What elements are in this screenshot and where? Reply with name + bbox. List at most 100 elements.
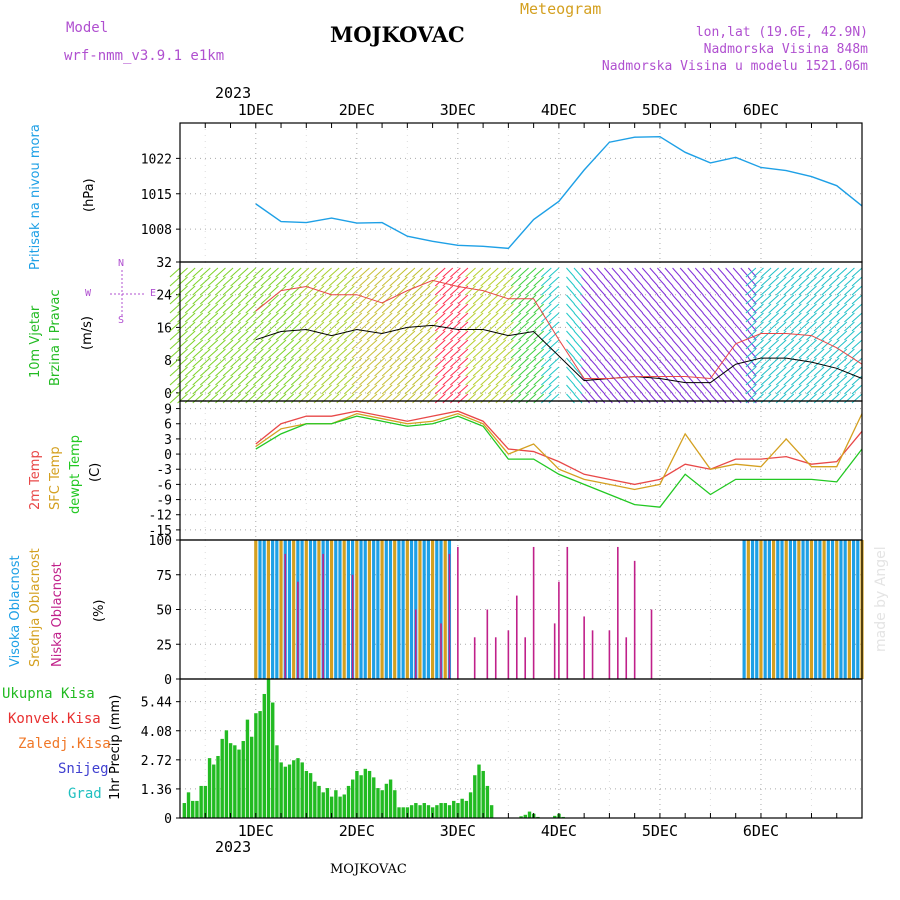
wind-barb xyxy=(487,321,499,332)
wind-barb xyxy=(389,366,401,377)
wind-barb xyxy=(732,294,742,305)
wind-barb xyxy=(725,312,734,323)
wind-barb xyxy=(237,312,249,323)
wind-barb xyxy=(351,303,363,314)
wind-barb xyxy=(821,339,833,350)
wind-barb xyxy=(717,312,727,323)
cloud-bar-low xyxy=(297,581,299,679)
wind-barb xyxy=(510,294,522,305)
wind-barb xyxy=(480,375,492,386)
wind-barb xyxy=(540,285,552,296)
precip-bar xyxy=(199,785,203,818)
wind-barb xyxy=(412,285,423,296)
wind-barb xyxy=(791,267,802,278)
wind-barb xyxy=(290,303,302,314)
wind-barb xyxy=(806,285,817,296)
wind-barb xyxy=(626,375,636,386)
wind-barb xyxy=(725,375,734,386)
precip-bar xyxy=(321,792,325,818)
wind-barb xyxy=(649,384,659,395)
y-tick-label: 25 xyxy=(156,638,172,653)
wind-barb xyxy=(336,375,348,386)
wind-barb xyxy=(760,285,772,296)
wind-barb xyxy=(260,375,272,386)
wind-barb xyxy=(275,321,287,332)
wind-barb xyxy=(169,321,181,332)
wind-barb xyxy=(343,384,355,395)
wind-barb xyxy=(192,321,204,332)
wind-barb xyxy=(434,375,446,386)
cloud-bar-high xyxy=(755,540,759,679)
wind-barb xyxy=(753,285,764,296)
wind-barb xyxy=(664,285,674,296)
wind-barb xyxy=(540,366,552,377)
wind-barb xyxy=(275,357,287,368)
wind-barb xyxy=(184,321,196,332)
wind-barb xyxy=(844,339,855,350)
y-tick-label: -12 xyxy=(149,509,172,524)
wind-barb xyxy=(641,339,651,350)
wind-barb xyxy=(518,384,529,395)
wind-barb xyxy=(566,375,575,386)
product-title: Meteogram xyxy=(520,0,602,18)
cloud-bar-high xyxy=(814,540,818,679)
wind-barb xyxy=(725,357,734,368)
wind-barb xyxy=(745,267,757,278)
wind-barb xyxy=(518,357,529,368)
wind-barb xyxy=(245,384,257,395)
wind-barb xyxy=(268,276,279,287)
wind-barb xyxy=(472,267,484,278)
wind-barb xyxy=(783,366,795,377)
wind-barb xyxy=(657,384,666,395)
wind-barb xyxy=(798,375,810,386)
wind-barb xyxy=(672,312,681,323)
wind-barb xyxy=(396,303,408,314)
precip-bar xyxy=(393,790,397,818)
wind-barb xyxy=(548,276,560,287)
wind-barb xyxy=(525,366,537,377)
wind-barb xyxy=(306,366,317,377)
wind-barb xyxy=(694,366,704,377)
wind-barb xyxy=(821,276,833,287)
wind-barb xyxy=(434,339,446,350)
day-label-top-1: 2DEC xyxy=(339,101,375,119)
wind-barb xyxy=(298,294,310,305)
precip-bar xyxy=(439,803,443,818)
wind-barb xyxy=(313,375,325,386)
wind-barb xyxy=(260,366,272,377)
wind-barb xyxy=(687,294,697,305)
precip-bar xyxy=(388,779,393,818)
wind-barb xyxy=(828,285,840,296)
wind-barb xyxy=(230,375,241,386)
wind-barb xyxy=(775,294,787,305)
wind-barb xyxy=(343,330,355,341)
wind-barb xyxy=(844,294,855,305)
wind-barb xyxy=(480,312,492,323)
wind-barb xyxy=(343,294,355,305)
wind-barb xyxy=(450,303,461,314)
wind-barb xyxy=(487,303,499,314)
wind-barb xyxy=(573,303,583,314)
wind-barb xyxy=(806,303,817,314)
wind-barb xyxy=(596,294,606,305)
wind-barb xyxy=(374,339,385,350)
wind-barb xyxy=(404,312,416,323)
wind-barb xyxy=(588,357,598,368)
wind-barb xyxy=(694,276,704,287)
wind-barb xyxy=(851,303,863,314)
wind-barb xyxy=(732,357,742,368)
wind-barb xyxy=(419,267,431,278)
wind-barb xyxy=(313,321,325,332)
wind-barb xyxy=(290,276,302,287)
wind-barb xyxy=(215,321,226,332)
wind-barb xyxy=(427,384,438,395)
wind-barb xyxy=(503,339,514,350)
wind-barb xyxy=(745,294,757,305)
wind-barb xyxy=(581,321,590,332)
wind-barb xyxy=(290,312,302,323)
wind-barb xyxy=(381,303,393,314)
wind-barb xyxy=(679,348,689,359)
wind-barb xyxy=(268,285,279,296)
wind-barb xyxy=(813,375,825,386)
wind-barb xyxy=(427,357,438,368)
